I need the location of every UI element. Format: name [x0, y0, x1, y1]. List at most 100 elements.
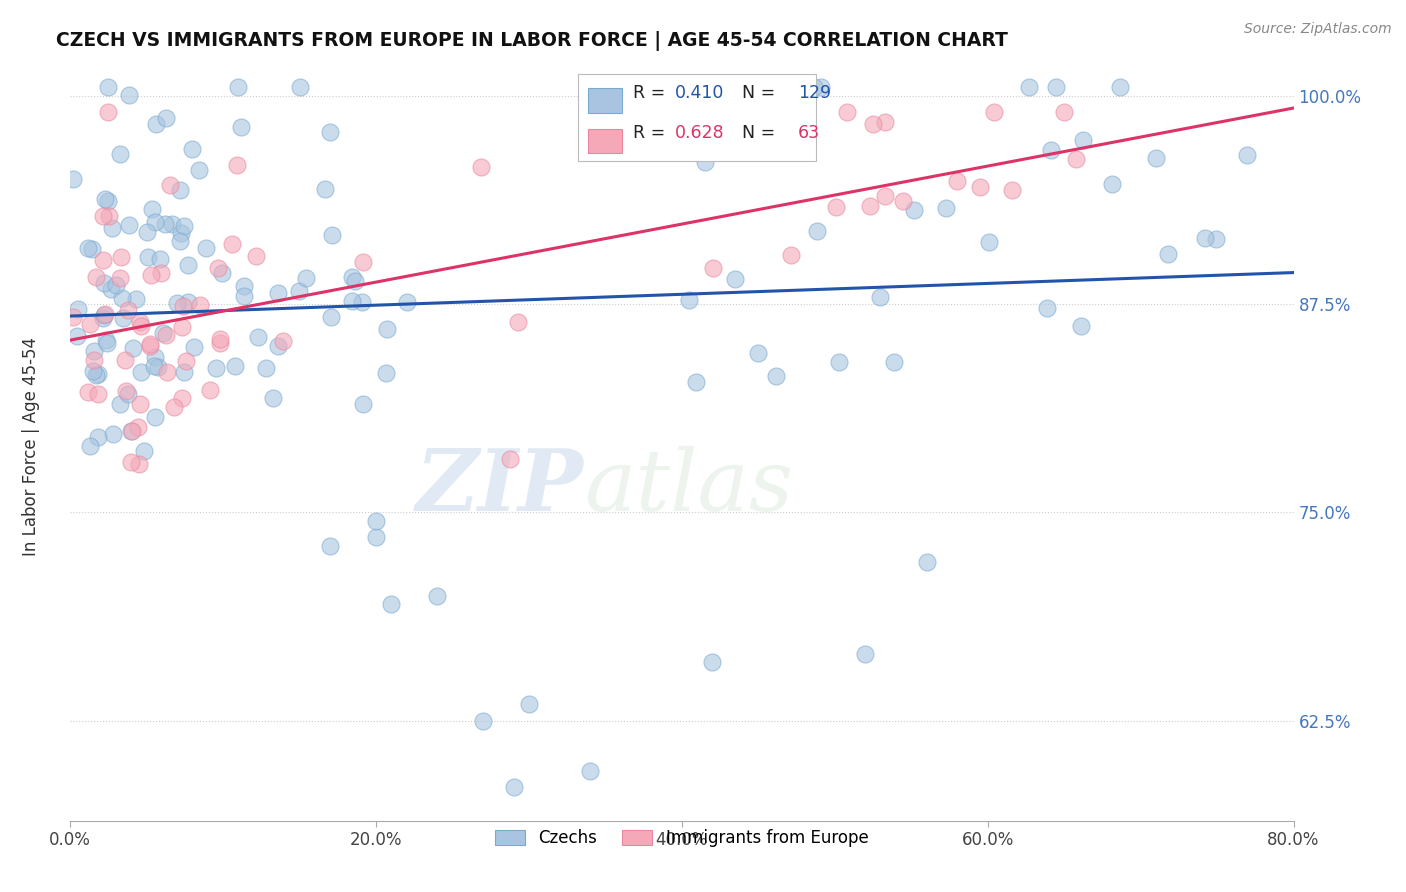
Point	[149, 252, 172, 267]
Point	[87, 387, 110, 401]
Point	[139, 268, 162, 282]
FancyBboxPatch shape	[578, 74, 817, 161]
Point	[145, 410, 167, 425]
Point	[875, 188, 897, 202]
Point	[678, 293, 700, 308]
Point	[233, 289, 256, 303]
Point	[1039, 143, 1062, 157]
Point	[96, 335, 118, 350]
Text: CZECH VS IMMIGRANTS FROM EUROPE IN LABOR FORCE | AGE 45-54 CORRELATION CHART: CZECH VS IMMIGRANTS FROM EUROPE IN LABOR…	[56, 31, 1008, 51]
Point	[142, 359, 165, 374]
Point	[824, 200, 846, 214]
Point	[84, 368, 107, 383]
Point	[747, 345, 769, 359]
Point	[195, 241, 218, 255]
Point	[891, 194, 914, 208]
Point	[155, 328, 177, 343]
Point	[806, 224, 828, 238]
Point	[188, 298, 211, 312]
Point	[159, 178, 181, 193]
Point	[169, 183, 191, 197]
Point	[859, 199, 882, 213]
Point	[91, 210, 114, 224]
Point	[136, 250, 159, 264]
Point	[869, 290, 891, 304]
Point	[226, 80, 249, 95]
Point	[472, 714, 495, 728]
Point	[118, 87, 141, 102]
Point	[79, 439, 101, 453]
Text: atlas: atlas	[583, 446, 793, 528]
Point	[65, 329, 87, 343]
Point	[1001, 183, 1024, 197]
Point	[132, 444, 155, 458]
Point	[579, 764, 602, 778]
Point	[172, 299, 194, 313]
Point	[780, 247, 803, 261]
Point	[121, 424, 143, 438]
Point	[94, 334, 117, 348]
Point	[127, 420, 149, 434]
Point	[62, 310, 84, 325]
Point	[1064, 152, 1087, 166]
Point	[693, 155, 716, 169]
Point	[200, 383, 222, 397]
Point	[1144, 151, 1167, 165]
Point	[110, 146, 132, 161]
Point	[135, 225, 157, 239]
Point	[835, 105, 858, 120]
Point	[693, 81, 716, 95]
Point	[176, 258, 198, 272]
Point	[1205, 232, 1227, 246]
Point	[855, 647, 877, 661]
Point	[224, 359, 246, 374]
Point	[173, 365, 195, 379]
Point	[1071, 133, 1094, 147]
Point	[321, 228, 343, 243]
Point	[166, 296, 188, 310]
Text: R =: R =	[633, 124, 671, 142]
Point	[803, 80, 825, 95]
Point	[118, 218, 141, 232]
Point	[321, 310, 343, 324]
Point	[502, 780, 524, 795]
Point	[946, 174, 969, 188]
Point	[862, 117, 884, 131]
Bar	[588, 88, 621, 113]
Point	[288, 80, 311, 95]
Point	[183, 340, 205, 354]
Text: 0.410: 0.410	[675, 84, 724, 102]
Point	[366, 514, 388, 528]
Point	[139, 339, 162, 353]
Point	[172, 391, 194, 405]
Point	[207, 260, 229, 275]
Point	[1045, 80, 1067, 95]
Text: 63: 63	[799, 124, 820, 142]
Point	[685, 375, 707, 389]
Point	[162, 400, 184, 414]
Point	[82, 364, 104, 378]
Point	[84, 270, 107, 285]
Point	[232, 279, 254, 293]
Point	[173, 219, 195, 234]
Point	[124, 292, 146, 306]
Text: 129: 129	[799, 84, 831, 102]
Point	[100, 282, 122, 296]
Point	[983, 105, 1005, 120]
Point	[80, 242, 103, 256]
Point	[93, 309, 115, 323]
Point	[174, 353, 197, 368]
Point	[375, 367, 398, 381]
Point	[288, 284, 311, 298]
Point	[1157, 247, 1180, 261]
Point	[170, 320, 193, 334]
Point	[152, 326, 174, 340]
Point	[114, 352, 136, 367]
Text: Source: ZipAtlas.com: Source: ZipAtlas.com	[1244, 22, 1392, 37]
Point	[129, 365, 152, 379]
Point	[120, 425, 142, 439]
Point	[155, 217, 177, 231]
Point	[66, 301, 89, 316]
Point	[254, 361, 277, 376]
Point	[76, 241, 98, 255]
